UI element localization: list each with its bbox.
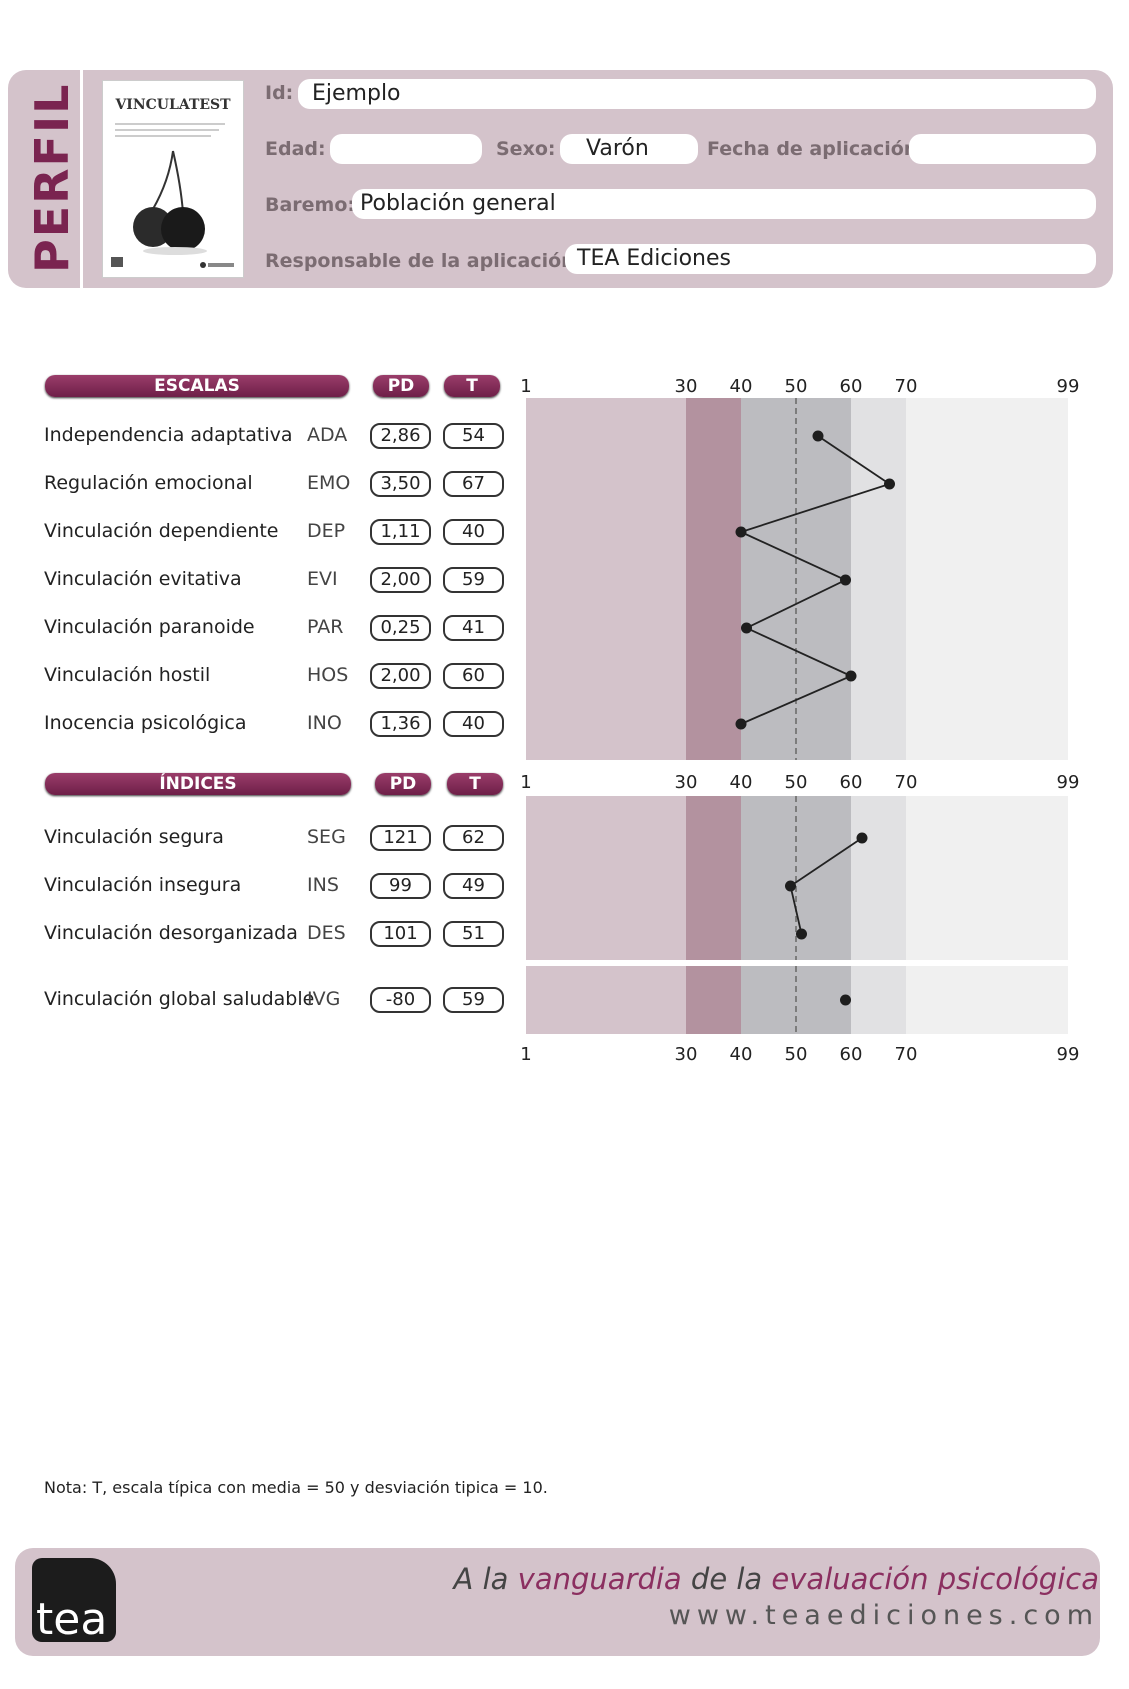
axis-tick-label: 70 xyxy=(895,376,918,397)
score-band xyxy=(686,398,741,760)
score-band xyxy=(851,398,906,760)
axis-tick-label: 30 xyxy=(675,376,698,397)
tea-logo-text: tea xyxy=(36,1594,107,1645)
profile-point-par xyxy=(741,623,752,634)
profile-point-ino xyxy=(736,719,747,730)
axis-tick-label: 50 xyxy=(785,376,808,397)
axis-tick-label: 60 xyxy=(840,1044,863,1065)
score-band xyxy=(906,398,1068,760)
profile-point-evi xyxy=(840,575,851,586)
axis-tick-label: 99 xyxy=(1057,772,1080,793)
profile-point-dep xyxy=(736,527,747,538)
footer-website-link[interactable]: www.teaediciones.com xyxy=(669,1600,1099,1631)
tagline-accent: vanguardia xyxy=(518,1562,682,1596)
score-band xyxy=(526,966,686,1034)
profile-point-ins xyxy=(785,881,796,892)
axis-tick-label: 30 xyxy=(675,772,698,793)
axis-tick-label: 60 xyxy=(840,772,863,793)
score-band xyxy=(851,796,906,960)
footnote: Nota: T, escala típica con media = 50 y … xyxy=(44,1478,548,1497)
profile-chart: 1 30 40 50 60 70 99 1 30 40 50 60 70 99 1 30 40 50 60 70 99 xyxy=(0,0,1129,1100)
axis-tick-label: 1 xyxy=(520,1044,531,1065)
score-band xyxy=(851,966,906,1034)
axis-tick-label: 70 xyxy=(895,772,918,793)
tagline-part: A la xyxy=(454,1562,518,1596)
score-band xyxy=(906,796,1068,960)
axis-tick-label: 40 xyxy=(730,376,753,397)
axis-tick-label: 1 xyxy=(520,772,531,793)
axis-tick-label: 1 xyxy=(520,376,531,397)
axis-tick-label: 30 xyxy=(675,1044,698,1065)
tagline-part: de la xyxy=(682,1562,772,1596)
score-band xyxy=(526,796,686,960)
footer-tagline: A la vanguardia de la evaluación psicoló… xyxy=(454,1562,1099,1596)
score-band xyxy=(906,966,1068,1034)
axis-tick-label: 40 xyxy=(730,772,753,793)
axis-tick-label: 50 xyxy=(785,1044,808,1065)
score-band xyxy=(526,398,686,760)
profile-point-seg xyxy=(857,833,868,844)
tagline-accent: evaluación psicológica xyxy=(771,1562,1099,1596)
score-band xyxy=(686,796,741,960)
axis-tick-label: 60 xyxy=(840,376,863,397)
axis-tick-label: 99 xyxy=(1057,376,1080,397)
profile-point-emo xyxy=(884,479,895,490)
profile-point-des xyxy=(796,929,807,940)
axis-tick-label: 99 xyxy=(1057,1044,1080,1065)
axis-tick-label: 40 xyxy=(730,1044,753,1065)
profile-point-ada xyxy=(813,431,824,442)
profile-point-hos xyxy=(846,671,857,682)
axis-tick-label: 50 xyxy=(785,772,808,793)
profile-point-ivg xyxy=(840,995,851,1006)
score-band xyxy=(686,966,741,1034)
axis-tick-label: 70 xyxy=(895,1044,918,1065)
